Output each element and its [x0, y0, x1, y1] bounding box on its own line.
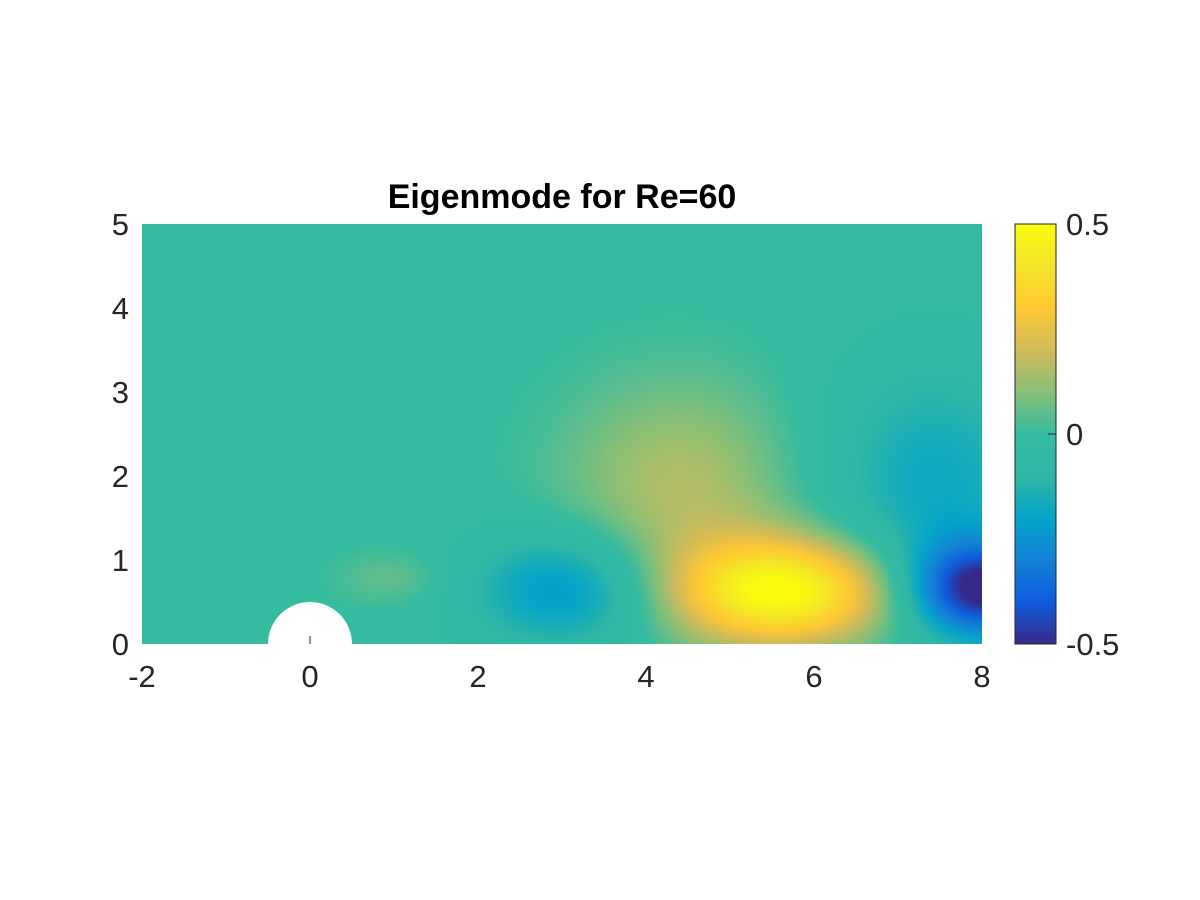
plot-area: [142, 224, 982, 644]
x-tick-label: 8: [973, 659, 990, 694]
colorbar-tick-label: -0.5: [1066, 627, 1119, 662]
y-tick-label: 3: [112, 375, 129, 410]
x-tick-label: 2: [469, 659, 486, 694]
x-tick-label: 6: [805, 659, 822, 694]
x-tick-label: 0: [301, 659, 318, 694]
x-tick-label: 4: [637, 659, 654, 694]
y-axis: 0 1 2 3 4 5: [112, 207, 129, 662]
chart-title: Eigenmode for Re=60: [388, 178, 737, 216]
y-tick-label: 2: [112, 459, 129, 494]
x-axis: -2 0 2 4 6 8: [128, 659, 990, 694]
y-tick-label: 5: [112, 207, 129, 242]
x-tick-label: -2: [128, 659, 156, 694]
colorbar-axis: -0.5 0 0.5: [1048, 207, 1119, 662]
heatmap-field: [142, 224, 982, 644]
y-tick-label: 1: [112, 543, 129, 578]
y-tick-label: 0: [112, 627, 129, 662]
colorbar-tick-label: 0: [1066, 417, 1083, 452]
y-tick-label: 4: [112, 291, 129, 326]
colorbar-tick-label: 0.5: [1066, 207, 1109, 242]
cylinder-obstacle: [268, 602, 352, 644]
